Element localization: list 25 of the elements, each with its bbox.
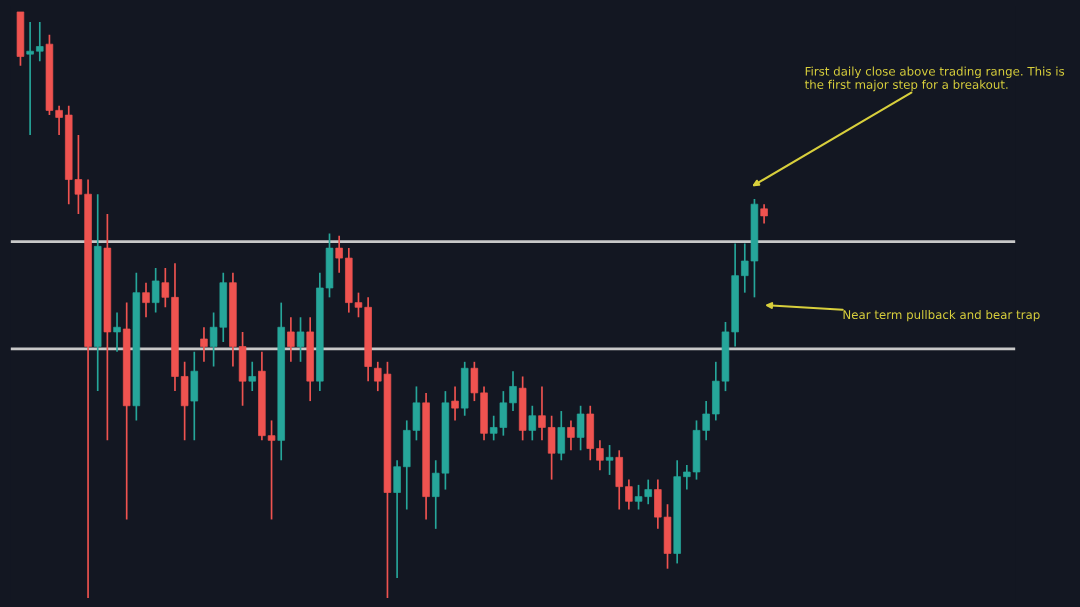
candlestick bbox=[451, 385, 459, 422]
candlestick bbox=[267, 419, 276, 521]
candlestick bbox=[528, 404, 537, 442]
candlestick bbox=[296, 316, 305, 363]
candlestick bbox=[625, 478, 633, 511]
candlestick bbox=[605, 444, 614, 476]
candlestick bbox=[509, 370, 517, 412]
candlestick bbox=[567, 419, 575, 452]
candlestick bbox=[161, 267, 170, 309]
candlestick bbox=[596, 439, 604, 472]
candlestick bbox=[576, 404, 585, 452]
candlestick bbox=[538, 385, 546, 442]
candlestick bbox=[151, 267, 160, 314]
text: Near term pullback and bear trap bbox=[843, 309, 1040, 322]
candlestick bbox=[248, 360, 256, 392]
candlestick bbox=[335, 234, 343, 274]
candlestick bbox=[287, 316, 295, 363]
candlestick bbox=[142, 281, 150, 319]
candlestick bbox=[26, 21, 34, 136]
candlestick bbox=[113, 311, 121, 353]
text: First daily close above trading range. This is the first major step for a breakout. bbox=[804, 66, 1065, 92]
candlestick bbox=[55, 104, 63, 136]
candlestick bbox=[200, 326, 208, 363]
candlestick bbox=[36, 21, 44, 62]
candlestick bbox=[760, 203, 768, 225]
